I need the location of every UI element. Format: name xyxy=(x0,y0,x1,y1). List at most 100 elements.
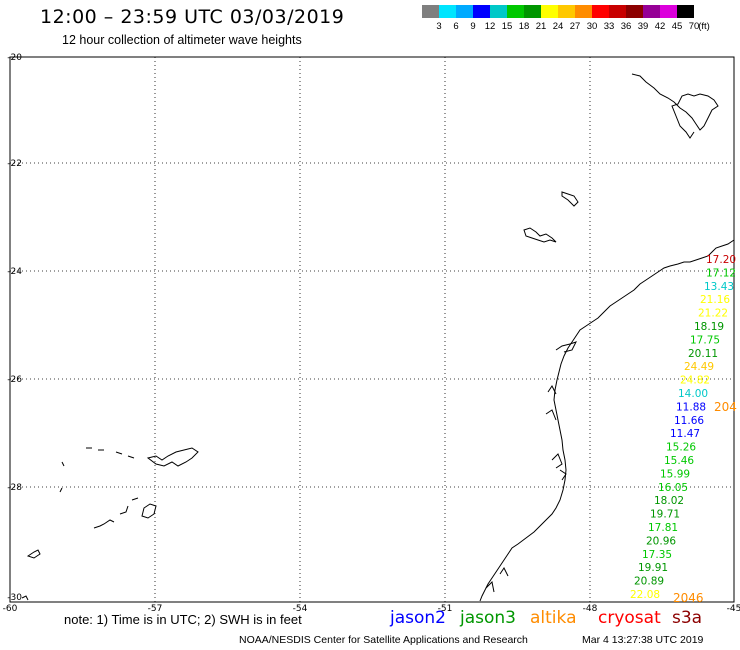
color-scale-swatch xyxy=(524,5,541,18)
color-scale-label: 9 xyxy=(470,21,476,32)
wave-height-value: 17.20 xyxy=(706,254,736,266)
coastline-detail xyxy=(485,341,577,593)
island xyxy=(26,461,65,559)
wave-height-value: 15.99 xyxy=(660,468,690,480)
island xyxy=(86,447,135,459)
wave-height-value: 18.02 xyxy=(654,495,684,507)
wave-height-value: 22.08 xyxy=(630,589,660,601)
wave-height-value: 11.88 xyxy=(676,401,706,413)
color-scale-label: 3 xyxy=(436,21,442,32)
color-scale-label: (ft) xyxy=(698,21,710,32)
latitude-grid xyxy=(10,162,734,488)
color-scale-swatch xyxy=(456,5,473,18)
lon-label: -51 xyxy=(438,604,453,614)
wave-height-value: 20.89 xyxy=(634,576,664,588)
wave-height-value: 13.43 xyxy=(704,281,734,293)
footer-credit: NOAA/NESDIS Center for Satellite Applica… xyxy=(239,634,528,646)
island xyxy=(146,447,199,467)
satellite-legend-cryosat: cryosat xyxy=(598,608,661,628)
color-scale-swatch xyxy=(439,5,456,18)
island xyxy=(93,497,139,529)
wave-height-value: 24.82 xyxy=(680,375,710,387)
color-scale-label: 18 xyxy=(518,21,530,32)
satellite-legend-jason3: jason3 xyxy=(460,608,516,628)
color-scale-swatch xyxy=(473,5,490,18)
color-scale-swatch xyxy=(558,5,575,18)
longitude-grid xyxy=(154,57,591,602)
wave-height-edge-label: 204 xyxy=(714,400,737,414)
island xyxy=(141,503,157,519)
color-scale-label: 12 xyxy=(484,21,496,32)
color-scale-label: 30 xyxy=(586,21,598,32)
color-scale-label: 21 xyxy=(535,21,547,32)
color-scale-swatch xyxy=(660,5,677,18)
color-scale-swatch xyxy=(609,5,626,18)
color-scale-label: 39 xyxy=(637,21,649,32)
wave-height-value: 15.26 xyxy=(666,442,696,454)
lat-label: -26 xyxy=(7,375,22,385)
wave-height-value: 21.16 xyxy=(700,294,730,306)
wave-height-value: 14.00 xyxy=(678,388,708,400)
wave-height-value: 24.49 xyxy=(684,361,714,373)
color-scale-swatch xyxy=(643,5,660,18)
wave-height-value: 16.05 xyxy=(658,482,688,494)
color-scale-label: 36 xyxy=(620,21,632,32)
lon-label: -60 xyxy=(3,604,18,614)
latitude-labels: -20 -22 -24 -26 -28 -30 xyxy=(7,53,22,603)
wave-height-value: 17.75 xyxy=(690,334,720,346)
color-scale-swatch xyxy=(592,5,609,18)
color-scale-label: 42 xyxy=(654,21,666,32)
color-scale-swatch xyxy=(575,5,592,18)
footer-timestamp: Mar 4 13:27:38 UTC 2019 xyxy=(582,634,704,646)
lat-label: -20 xyxy=(7,53,22,63)
page-title: 12:00 – 23:59 UTC 03/03/2019 xyxy=(40,6,345,28)
satellite-legend-jason2: jason2 xyxy=(390,608,446,628)
lat-label: -22 xyxy=(7,159,22,169)
legend-note: note: 1) Time is in UTC; 2) SWH is in fe… xyxy=(64,612,302,627)
color-scale-swatch xyxy=(541,5,558,18)
color-scale-swatch xyxy=(677,5,694,18)
wave-height-value: 11.47 xyxy=(670,428,700,440)
map-frame xyxy=(9,56,735,603)
wave-height-value: 15.46 xyxy=(664,455,694,467)
page-subtitle: 12 hour collection of altimeter wave hei… xyxy=(62,33,302,47)
color-scale-swatch xyxy=(422,5,439,18)
wave-height-value: 18.19 xyxy=(694,321,724,333)
island xyxy=(561,191,579,207)
wave-height-edge-label: 2046 xyxy=(673,591,704,605)
island xyxy=(631,73,719,139)
color-scale-label: 27 xyxy=(569,21,581,32)
satellite-legend-altika: altika xyxy=(530,608,577,628)
wave-height-value: 11.66 xyxy=(674,415,704,427)
wave-height-value: 17.81 xyxy=(648,522,678,534)
island xyxy=(21,595,29,601)
color-scale-swatch xyxy=(626,5,643,18)
wave-height-value: 20.96 xyxy=(646,535,676,547)
color-scale-label: 33 xyxy=(603,21,615,32)
lat-label: -30 xyxy=(7,593,22,603)
color-scale-label: 6 xyxy=(453,21,459,32)
lon-label: -48 xyxy=(583,604,598,614)
color-scale-label: 70 xyxy=(688,21,700,32)
color-scale-label: 15 xyxy=(501,21,513,32)
coastline xyxy=(479,239,735,602)
wave-height-value: 20.11 xyxy=(688,348,718,360)
wave-height-value: 19.71 xyxy=(650,509,680,521)
longitude-labels: -60 -57 -54 -51 -48 -45 xyxy=(3,604,740,614)
color-scale-label: 45 xyxy=(671,21,683,32)
color-scale-label: 24 xyxy=(552,21,564,32)
wave-height-value: 21.22 xyxy=(698,308,728,320)
wave-height-value: 19.91 xyxy=(638,562,668,574)
lon-label: -45 xyxy=(727,604,740,614)
lon-label: -54 xyxy=(293,604,308,614)
color-scale-bar xyxy=(422,5,694,23)
wave-height-value: 17.12 xyxy=(706,267,736,279)
wave-height-value: 17.35 xyxy=(642,549,672,561)
island xyxy=(523,227,557,243)
color-scale-swatch xyxy=(490,5,507,18)
satellite-legend-s3a: s3a xyxy=(672,608,703,628)
color-scale-swatch xyxy=(507,5,524,18)
lat-label: -28 xyxy=(7,483,22,493)
